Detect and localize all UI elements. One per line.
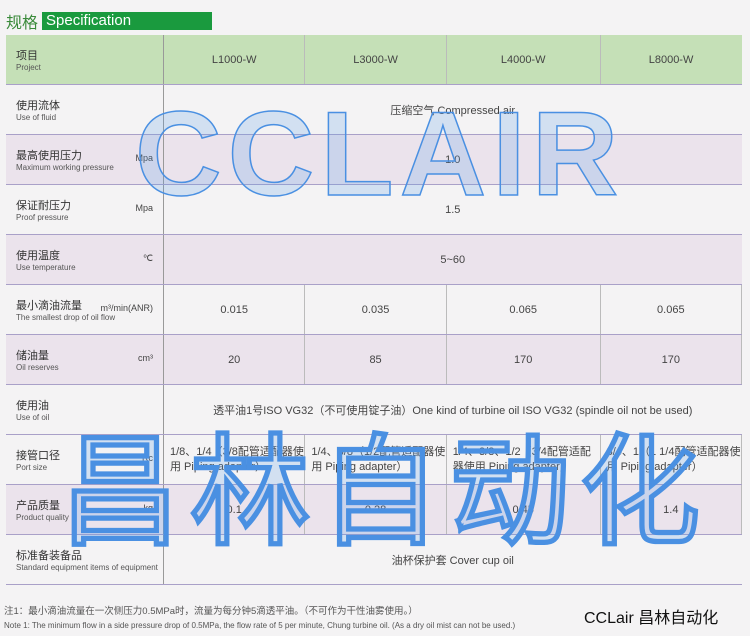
row-label: 产品质量 Product quality kg (6, 484, 164, 535)
table-row: 保证耐压力 Proof pressure Mpa 1.5 (6, 184, 742, 235)
label-cn: 使用油 (16, 400, 49, 412)
label-en: Oil reserves (16, 363, 59, 372)
row-label: 最高使用压力 Maximum working pressure Mpa (6, 134, 164, 185)
row-label: 使用温度 Use temperature ℃ (6, 234, 164, 285)
label-cn: 最小滴油流量 (16, 300, 82, 312)
label-en: Proof pressure (16, 213, 69, 222)
cell-value: 20 (163, 334, 306, 385)
header-row: 项目 Project L1000-W L3000-W L4000-W L8000-… (6, 35, 742, 85)
model-l3000: L3000-W (304, 35, 447, 85)
label-cn: 使用流体 (16, 100, 60, 112)
cell-value: 85 (304, 334, 447, 385)
cell-value: 0.065 (446, 284, 601, 335)
spec-table: 项目 Project L1000-W L3000-W L4000-W L8000-… (6, 35, 743, 585)
cell-value: 1/4、3/8（1/2配管适配器使用 Piping adapter） (304, 434, 447, 485)
label-en: Use of oil (16, 413, 50, 422)
title-en: Specification (42, 12, 213, 30)
label-cn: 储油量 (16, 350, 49, 362)
unit: Rc (142, 453, 153, 463)
row-label: 标准备装备品 Standard equipment items of equipm… (6, 534, 164, 585)
label-en: Project (16, 63, 41, 72)
cell-value: 0.28 (304, 484, 447, 535)
label-en: Use temperature (16, 263, 76, 272)
cell-value: 5~60 (163, 234, 742, 285)
model-l1000: L1000-W (163, 35, 306, 85)
label-en: Use of fluid (16, 113, 57, 122)
cell-value: 1.0 (163, 134, 742, 185)
label-cn: 接管口径 (16, 450, 60, 462)
label-cn: 使用温度 (16, 250, 60, 262)
note-en: Note 1: The minimum flow in a side press… (4, 621, 516, 630)
row-label: 使用油 Use of oil (6, 384, 164, 435)
label-en: The smallest drop of oil flow (16, 313, 116, 322)
cell-value: 0.1 (163, 484, 306, 535)
table-row: 最高使用压力 Maximum working pressure Mpa 1.0 (6, 134, 742, 185)
cell-value: 170 (600, 334, 743, 385)
table-row: 使用流体 Use of fluid 压缩空气 Compressed air (6, 84, 742, 135)
row-label: 保证耐压力 Proof pressure Mpa (6, 184, 164, 235)
label-en: Port size (16, 463, 48, 472)
title-cn: 规格 (6, 15, 39, 32)
brand-label: CCLair 昌林自动化 (584, 610, 719, 627)
model-l8000: L8000-W (600, 35, 742, 85)
table-row: 接管口径 Port size Rc 1/8、1/4（3/8配管适配器使用 Piping… (6, 434, 743, 485)
cell-value: 170 (446, 334, 601, 385)
table-row: 标准备装备品 Standard equipment items of equipm… (6, 534, 742, 585)
cell-value: 油杯保护套 Cover cup oil (163, 534, 742, 585)
unit: kg (143, 503, 153, 513)
cell-value: 透平油1号ISO VG32（不可使用锭子油）One kind of turbin… (163, 384, 742, 435)
table-row: 储油量 Oil reserves cm³ 20 85 170 170 (6, 334, 743, 385)
cell-value: 1/8、1/4（3/8配管适配器使用 Piping adapter） (163, 434, 306, 485)
label-cn: 标准备装备品 (16, 550, 82, 562)
table-row: 使用温度 Use temperature ℃ 5~60 (6, 234, 742, 285)
label-en: Product quality (16, 513, 69, 522)
row-label: 使用流体 Use of fluid (6, 84, 164, 135)
cell-value: 1.4 (600, 484, 743, 535)
row-label: 储油量 Oil reserves cm³ (6, 334, 164, 385)
label-cn: 最高使用压力 (16, 150, 82, 162)
label-cn: 保证耐压力 (16, 200, 71, 212)
row-label: 最小滴油流量 The smallest drop of oil flow m³/mi… (6, 284, 164, 335)
table-row: 最小滴油流量 The smallest drop of oil flow m³/mi… (6, 284, 743, 335)
section-title: 规格 Specification (6, 9, 213, 33)
unit: cm³ (138, 353, 153, 363)
unit: Mpa (135, 203, 153, 213)
cell-value: 1/4、3/8、1/2（3/4配管适配器使用 Piping adapter） (446, 434, 601, 485)
cell-value: 0.035 (304, 284, 447, 335)
cell-value: 1.5 (163, 184, 742, 235)
cell-value: 0.015 (163, 284, 306, 335)
unit: ℃ (142, 253, 153, 263)
row-label: 接管口径 Port size Rc (6, 434, 164, 485)
label-en: Standard equipment items of equipment (16, 563, 158, 572)
model-l4000: L4000-W (446, 35, 601, 85)
cell-value: 压缩空气 Compressed air (163, 84, 742, 135)
label-cn: 产品质量 (16, 500, 60, 512)
cell-value: 0.065 (600, 284, 743, 335)
note-cn: 注1：最小滴油流量在一次侧压力0.5MPa时，流量为每分钟5滴透平油。（不可作为… (4, 606, 418, 617)
table-row: 产品质量 Product quality kg 0.1 0.28 0.45 1.4 (6, 484, 743, 535)
unit: Mpa (135, 153, 153, 163)
table-row: 使用油 Use of oil 透平油1号ISO VG32（不可使用锭子油）One k… (6, 384, 742, 435)
label-en: Maximum working pressure (16, 163, 114, 172)
cell-value: 3/4、1（1 1/4配管适配器使用 Piping adapter） (600, 434, 743, 485)
unit: m³/min(ANR) (100, 303, 154, 313)
label-cn: 项目 (16, 50, 38, 62)
cell-value: 0.45 (446, 484, 601, 535)
